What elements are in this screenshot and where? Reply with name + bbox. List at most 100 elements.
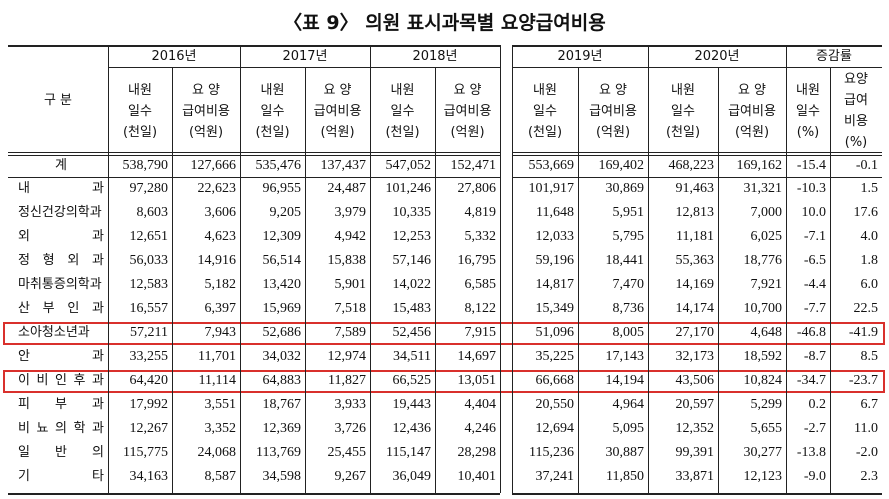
table-cell: 17.6 (853, 205, 879, 220)
header-line: (천일) (255, 124, 290, 140)
table-cell: 468,223 (668, 158, 715, 173)
header-line: 요 양 (598, 82, 628, 98)
header-line: 급여 (844, 93, 868, 108)
table-cell: 5,951 (612, 205, 645, 220)
table-cell: 4,623 (204, 229, 237, 244)
table-cell: 59,196 (535, 253, 575, 268)
table-cell: 4,964 (612, 397, 645, 412)
table-cell: 12,309 (262, 229, 302, 244)
header-line: 일수 (671, 103, 695, 119)
table-cell: 6,585 (464, 277, 497, 292)
table-cell: 101,246 (385, 181, 432, 196)
table-cell: 12,694 (535, 421, 575, 436)
table-cell: 10,700 (743, 301, 783, 316)
table-cell: 52,686 (262, 325, 302, 340)
table-cell: 6,397 (204, 301, 237, 316)
table-cell: 15,483 (392, 301, 432, 316)
rule-line (786, 45, 787, 493)
table-cell: 11,827 (328, 373, 366, 388)
table-cell: -2.0 (855, 445, 878, 460)
table-cell: 51,096 (535, 325, 575, 340)
table-cell: 22,623 (197, 181, 237, 196)
table-cell: 4.0 (860, 229, 879, 244)
row-label: 안 과 (18, 349, 104, 364)
table-cell: 12,123 (743, 469, 783, 484)
header-line: (천일) (665, 124, 701, 140)
header-line: 급여비용 (728, 103, 776, 119)
table-cell: 3,726 (334, 421, 367, 436)
header-line: 요양 (844, 72, 868, 87)
rule-line (108, 67, 500, 68)
table-cell: 12,974 (327, 349, 367, 364)
table-cell: -9.0 (803, 469, 826, 484)
table-cell: 169,402 (598, 158, 645, 173)
table-cell: 25,455 (327, 445, 367, 460)
column-subheader: 요 양 급여비용 (억원) (718, 67, 786, 155)
row-label: 이 비 인 후 과 (18, 373, 104, 388)
table-cell: 535,476 (255, 158, 302, 173)
table-cell: -15.4 (796, 158, 826, 173)
table-cell: 27,806 (457, 181, 497, 196)
table-cell: 15,838 (327, 253, 367, 268)
table-cell: 28,298 (457, 445, 497, 460)
table-cell: -4.4 (803, 277, 826, 292)
header-line: 일수 (533, 103, 557, 119)
header-line: (억원) (320, 124, 355, 140)
table-cell: 547,052 (385, 158, 432, 173)
header-line: (%) (796, 124, 820, 140)
column-subheader: 요 양 급여비용 (억원) (172, 67, 240, 155)
table-cell: 169,162 (736, 158, 783, 173)
table-cell: 97,280 (129, 181, 169, 196)
table-cell: 18,776 (743, 253, 783, 268)
column-group-header: 2018년 (412, 48, 458, 64)
row-label: 소아청소년과 (18, 325, 90, 340)
column-group-header: 2019년 (557, 48, 603, 64)
table-cell: 17,143 (605, 349, 645, 364)
rule-line (370, 45, 371, 493)
table-cell: 14,022 (392, 277, 432, 292)
row-label: 산 부 인 과 (18, 301, 104, 316)
table-cell: 7,470 (612, 277, 645, 292)
table-cell: 9,205 (269, 205, 302, 220)
table-cell: 7,921 (750, 277, 783, 292)
highlight-box (3, 322, 885, 345)
table-cell: -23.7 (848, 373, 878, 388)
table-cell: 13,051 (457, 373, 497, 388)
table-cell: 10,824 (743, 373, 783, 388)
table-cell: 96,955 (262, 181, 302, 196)
table-cell: -2.7 (803, 421, 826, 436)
rule-line (512, 493, 882, 495)
table-cell: 5,655 (750, 421, 783, 436)
table-cell: -13.8 (796, 445, 826, 460)
table-cell: 4,246 (464, 421, 497, 436)
header-line: 내원 (796, 82, 820, 98)
rule-line (578, 67, 579, 493)
rule-line (8, 177, 500, 178)
table-cell: 64,883 (262, 373, 302, 388)
table-cell: 16,795 (457, 253, 497, 268)
table-cell: 17,992 (129, 397, 169, 412)
column-group-header: 2020년 (694, 48, 740, 64)
table-cell: 24,068 (197, 445, 237, 460)
header-line: 비용 (844, 114, 868, 129)
table-cell: 15,969 (262, 301, 302, 316)
table-cell: -6.5 (803, 253, 826, 268)
highlight-box (3, 370, 885, 393)
table-cell: 12,813 (675, 205, 715, 220)
header-line: 요 양 (323, 82, 352, 98)
table-cell: 30,869 (605, 181, 645, 196)
table-cell: 64,420 (129, 373, 169, 388)
table-cell: 12,651 (129, 229, 169, 244)
table-cell: 66,525 (392, 373, 432, 388)
rule-line (8, 493, 500, 495)
rule-line (512, 177, 882, 178)
table-cell: 8,603 (136, 205, 169, 220)
header-line: 일수 (796, 103, 820, 119)
table-cell: 14,817 (535, 277, 575, 292)
table-cell: 57,211 (130, 325, 168, 340)
table-cell: -0.1 (855, 158, 878, 173)
row-label: 정 형 외 과 (18, 253, 104, 268)
table-cell: 8,587 (204, 469, 237, 484)
table-cell: 11,181 (676, 229, 714, 244)
